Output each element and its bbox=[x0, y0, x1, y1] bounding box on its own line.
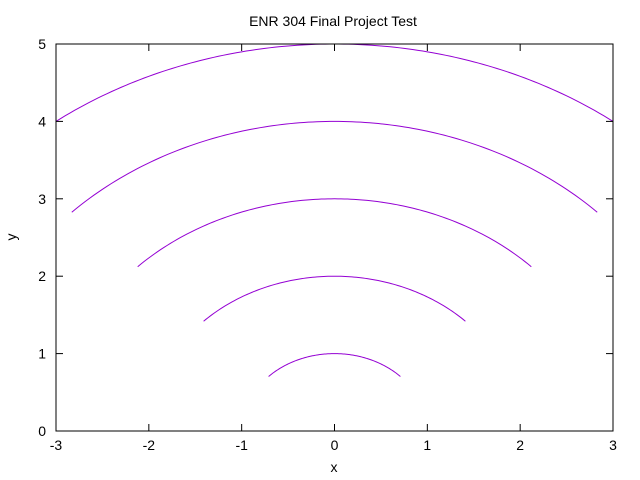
y-tick-label: 3 bbox=[38, 191, 46, 207]
y-tick-label: 0 bbox=[38, 423, 46, 439]
chart-title: ENR 304 Final Project Test bbox=[249, 13, 417, 29]
x-tick-label: 1 bbox=[423, 437, 431, 453]
y-tick-label: 4 bbox=[38, 113, 46, 129]
series-line-1 bbox=[268, 353, 401, 377]
x-axis: -3 -2 -1 0 1 2 3 bbox=[50, 44, 617, 453]
series-line-5 bbox=[55, 43, 614, 122]
x-tick-label: 2 bbox=[516, 437, 524, 453]
x-tick-label: -3 bbox=[50, 437, 63, 453]
x-tick-label: -1 bbox=[235, 437, 248, 453]
x-tick-label: -2 bbox=[143, 437, 156, 453]
x-tick-label: 0 bbox=[331, 437, 339, 453]
plot-border bbox=[55, 43, 614, 432]
x-tick-label: 3 bbox=[609, 437, 617, 453]
y-axis-label: y bbox=[3, 234, 19, 241]
series-line-2 bbox=[203, 275, 466, 322]
series-line-3 bbox=[137, 198, 532, 268]
y-axis: 0 1 2 3 4 5 bbox=[38, 36, 613, 439]
curve-layer bbox=[55, 43, 614, 377]
y-tick-label: 2 bbox=[38, 268, 46, 284]
y-tick-label: 5 bbox=[38, 36, 46, 52]
y-tick-label: 1 bbox=[38, 346, 46, 362]
series-line-4 bbox=[71, 120, 598, 213]
x-axis-label: x bbox=[331, 459, 338, 475]
